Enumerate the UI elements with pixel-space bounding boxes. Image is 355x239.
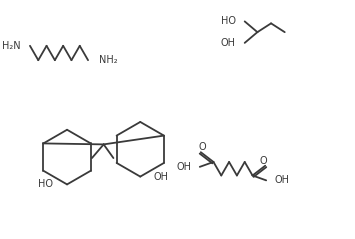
Text: OH: OH bbox=[154, 172, 169, 182]
Text: H₂N: H₂N bbox=[1, 41, 20, 51]
Text: OH: OH bbox=[221, 38, 236, 48]
Text: OH: OH bbox=[275, 175, 290, 185]
Text: NH₂: NH₂ bbox=[99, 55, 118, 65]
Text: O: O bbox=[260, 156, 267, 166]
Text: HO: HO bbox=[38, 179, 53, 190]
Text: O: O bbox=[199, 142, 207, 152]
Text: HO: HO bbox=[221, 16, 236, 26]
Text: OH: OH bbox=[176, 162, 191, 172]
